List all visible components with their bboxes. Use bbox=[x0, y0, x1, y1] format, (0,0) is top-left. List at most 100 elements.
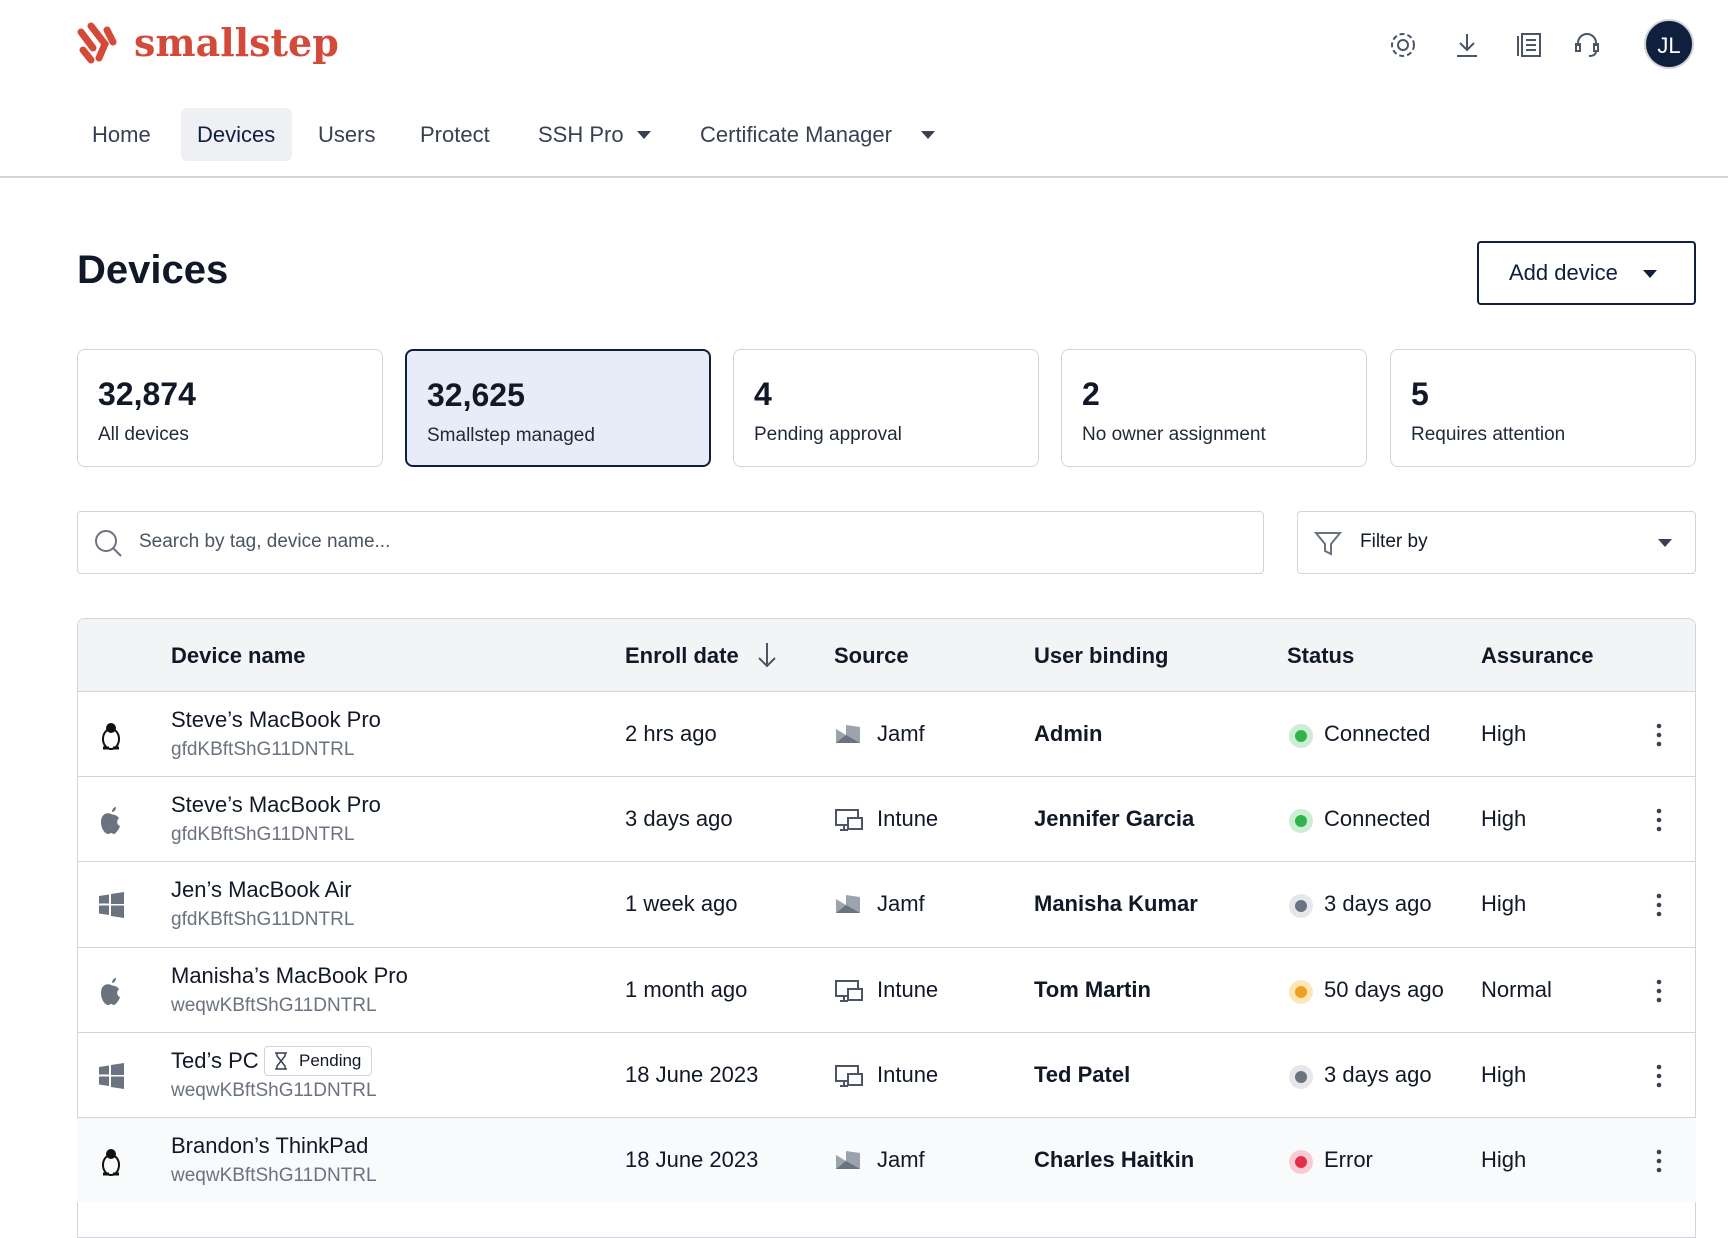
source: Intune bbox=[877, 806, 939, 832]
table-row[interactable]: Manisha’s MacBook Pro weqwKBftShG11DNTRL… bbox=[77, 946, 1696, 1032]
sort-icon[interactable] bbox=[756, 641, 778, 669]
hourglass-icon bbox=[275, 1052, 287, 1070]
search-box[interactable]: Search by tag, device name... bbox=[77, 511, 1264, 574]
stat-card[interactable]: 2 No owner assignment bbox=[1061, 349, 1367, 467]
stat-label: Pending approval bbox=[754, 424, 902, 445]
nav-item[interactable]: Certificate Manager bbox=[700, 122, 892, 147]
stat-value: 32,874 bbox=[98, 376, 196, 412]
column-header[interactable]: Enroll date bbox=[625, 643, 739, 668]
nav-active-bg bbox=[181, 108, 292, 161]
device-name[interactable]: Manisha’s MacBook Pro bbox=[171, 962, 408, 988]
enroll-date: 18 June 2023 bbox=[625, 1061, 759, 1087]
filter-dropdown[interactable]: Filter by bbox=[1297, 511, 1696, 574]
filter-icon bbox=[1314, 532, 1342, 556]
caret bbox=[921, 131, 935, 139]
device-name[interactable]: Steve’s MacBook Pro bbox=[171, 792, 381, 818]
user-binding: Jennifer Garcia bbox=[1034, 806, 1195, 832]
source-icon bbox=[835, 979, 863, 1002]
caret bbox=[1658, 539, 1672, 547]
stat-card[interactable]: 5 Requires attention bbox=[1390, 349, 1696, 467]
user-binding: Charles Haitkin bbox=[1034, 1147, 1195, 1172]
status-dot bbox=[1289, 809, 1313, 834]
table-row[interactable]: Steve’s MacBook Pro gfdKBftShG11DNTRL 2 … bbox=[77, 691, 1696, 776]
table-row[interactable]: Jen’s MacBook Air gfdKBftShG11DNTRL 1 we… bbox=[77, 861, 1696, 946]
stat-label: No owner assignment bbox=[1082, 424, 1266, 445]
column-header[interactable]: User binding bbox=[1034, 643, 1169, 668]
assurance: High bbox=[1481, 806, 1527, 832]
stat-value: 2 bbox=[1082, 376, 1100, 412]
user-binding: Tom Martin bbox=[1034, 976, 1151, 1002]
user-binding: Manisha Kumar bbox=[1034, 891, 1198, 917]
nav-item[interactable]: Devices bbox=[197, 122, 276, 147]
status: 3 days ago bbox=[1324, 891, 1432, 917]
nav-item[interactable]: Protect bbox=[420, 122, 490, 147]
row-menu[interactable] bbox=[1651, 1148, 1667, 1174]
source-icon bbox=[836, 895, 860, 914]
column-header[interactable]: Status bbox=[1287, 643, 1355, 668]
device-name[interactable]: Steve’s MacBook Pro bbox=[171, 707, 381, 732]
status-dot bbox=[1289, 1150, 1313, 1174]
stat-card[interactable]: 32,874 All devices bbox=[77, 349, 383, 467]
source: Jamf bbox=[877, 891, 925, 917]
caret bbox=[1643, 270, 1657, 278]
table bbox=[77, 618, 1696, 1238]
row-menu[interactable] bbox=[1651, 978, 1667, 1004]
stat-value: 32,625 bbox=[427, 377, 525, 413]
nav-item[interactable]: SSH Pro bbox=[538, 122, 624, 147]
assurance: High bbox=[1481, 1061, 1527, 1087]
table-row[interactable]: Brandon’s ThinkPad weqwKBftShG11DNTRL 18… bbox=[77, 1117, 1696, 1202]
user-binding: Ted Patel bbox=[1034, 1061, 1131, 1087]
status-dot bbox=[1289, 979, 1313, 1004]
device-name[interactable]: Brandon’s ThinkPad bbox=[171, 1133, 369, 1158]
os-icon bbox=[101, 807, 120, 835]
device-name[interactable]: Jen’s MacBook Air bbox=[171, 877, 352, 903]
search-icon bbox=[95, 530, 122, 557]
status: Connected bbox=[1324, 806, 1431, 832]
assurance: High bbox=[1481, 891, 1527, 917]
source-icon bbox=[836, 725, 860, 743]
enroll-date: 1 week ago bbox=[625, 891, 738, 917]
device-name[interactable]: Ted’s PC bbox=[171, 1047, 259, 1073]
source-icon bbox=[835, 1064, 863, 1087]
device-serial: gfdKBftShG11DNTRL bbox=[171, 909, 355, 931]
os-icon bbox=[99, 892, 124, 919]
nav-item[interactable]: Users bbox=[318, 122, 376, 147]
table-header bbox=[78, 619, 1695, 692]
nav-item[interactable]: Home bbox=[92, 122, 151, 147]
logo-icon bbox=[77, 22, 117, 64]
device-serial: gfdKBftShG11DNTRL bbox=[171, 739, 355, 760]
device-serial: weqwKBftShG11DNTRL bbox=[171, 994, 377, 1016]
source: Intune bbox=[877, 976, 939, 1002]
enroll-date: 18 June 2023 bbox=[625, 1147, 759, 1172]
table-row[interactable]: Ted’s PC weqwKBftShG11DNTRL 18 June 2023… bbox=[77, 1031, 1696, 1117]
enroll-date: 3 days ago bbox=[625, 806, 733, 832]
stat-value: 5 bbox=[1411, 376, 1429, 412]
enroll-date: 1 month ago bbox=[625, 976, 748, 1002]
caret bbox=[637, 131, 651, 139]
stat-card[interactable]: 32,625 Smallstep managed bbox=[405, 349, 711, 467]
divider bbox=[0, 176, 1728, 178]
status: Error bbox=[1324, 1147, 1373, 1172]
toolbar-icons[interactable] bbox=[1388, 30, 1618, 60]
column-header[interactable]: Source bbox=[834, 643, 909, 668]
column-header[interactable]: Device name bbox=[171, 643, 306, 668]
row-menu[interactable] bbox=[1651, 1063, 1667, 1089]
os-icon bbox=[101, 977, 120, 1005]
row-menu[interactable] bbox=[1651, 722, 1667, 748]
row-menu[interactable] bbox=[1651, 892, 1667, 918]
device-serial: weqwKBftShG11DNTRL bbox=[171, 1165, 377, 1186]
stat-card[interactable]: 4 Pending approval bbox=[733, 349, 1039, 467]
stat-label: All devices bbox=[98, 424, 189, 445]
device-serial: weqwKBftShG11DNTRL bbox=[171, 1079, 377, 1101]
avatar[interactable]: JL bbox=[1644, 19, 1694, 69]
row-menu[interactable] bbox=[1651, 807, 1667, 833]
status-dot bbox=[1289, 724, 1313, 748]
column-header[interactable]: Assurance bbox=[1481, 643, 1594, 668]
button-label: Add device bbox=[1509, 260, 1618, 285]
add-device-button[interactable]: Add device bbox=[1477, 241, 1696, 305]
user-binding: Admin bbox=[1034, 721, 1103, 746]
table-row[interactable]: Steve’s MacBook Pro gfdKBftShG11DNTRL 3 … bbox=[77, 776, 1696, 861]
stat-value: 4 bbox=[754, 376, 772, 412]
stat-label: Requires attention bbox=[1411, 424, 1566, 445]
